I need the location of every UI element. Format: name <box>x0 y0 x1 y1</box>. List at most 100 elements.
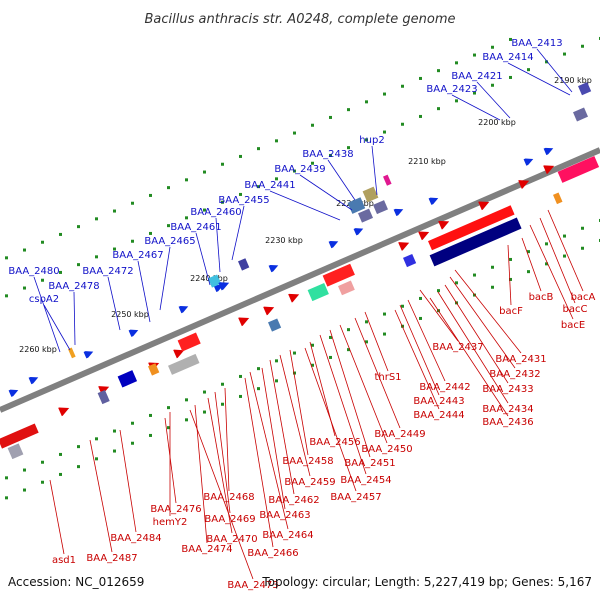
gene-label[interactable]: BAA_2451 <box>344 458 395 469</box>
scale-tick-mark <box>149 231 152 235</box>
gene-label[interactable]: BAA_2474 <box>181 544 232 555</box>
gene-label[interactable]: BAA_2480 <box>8 266 59 277</box>
gene-block <box>238 258 250 271</box>
gene-label[interactable]: BAA_2463 <box>259 510 310 521</box>
gene-label[interactable]: BAA_2457 <box>330 492 381 503</box>
scale-tick-mark <box>419 296 422 300</box>
gene-label[interactable]: BAA_2456 <box>309 437 360 448</box>
gene-label[interactable]: BAA_2464 <box>262 530 313 541</box>
scale-tick-mark <box>59 232 62 236</box>
gene-labels: BAA_2413 BAA_2414 BAA_2421 BAA_2423 hup2 BAA_… <box>8 38 595 591</box>
scale-tick-mark <box>41 460 44 464</box>
gene-label[interactable]: bacB <box>529 292 554 303</box>
scale-tick-mark <box>5 294 8 298</box>
scale-tick-mark <box>275 139 278 143</box>
gene-label[interactable]: BAA_2432 <box>489 369 540 380</box>
gene-label[interactable]: BAA_2470 <box>206 534 257 545</box>
gene-label[interactable]: BAA_2433 <box>482 384 533 395</box>
genome-backbone <box>0 147 600 413</box>
gene-label[interactable]: BAA_2431 <box>495 354 546 365</box>
gene-label[interactable]: BAA_2441 <box>244 180 295 191</box>
scale-tick-mark <box>203 410 206 414</box>
gene-block <box>268 318 282 332</box>
gene-label[interactable]: BAA_2484 <box>110 533 161 544</box>
scale-tick-mark <box>563 234 566 238</box>
scale-tick-mark <box>491 285 494 289</box>
gene-label[interactable]: BAA_2455 <box>218 195 269 206</box>
gene-label[interactable]: BAA_2462 <box>268 495 319 506</box>
leader-line <box>394 309 440 410</box>
gene-label[interactable]: BAA_2437 <box>432 342 483 353</box>
gene-label[interactable]: BAA_2413 <box>511 38 562 49</box>
scale-tick-mark <box>203 390 206 394</box>
gene-label[interactable]: BAA_2465 <box>144 236 195 247</box>
scale-tick-mark <box>131 239 134 243</box>
gene-label[interactable]: BAA_2449 <box>374 429 425 440</box>
gene-label[interactable]: BAA_2436 <box>482 417 533 428</box>
scale-tick-mark <box>401 122 404 126</box>
scale-tick-mark <box>581 44 584 48</box>
scale-tick-mark <box>527 68 530 72</box>
gene-label[interactable]: BAA_2450 <box>361 444 412 455</box>
gene-label[interactable]: BAA_2469 <box>204 514 255 525</box>
gene-label[interactable]: BAA_2454 <box>340 475 391 486</box>
gene-arrow <box>8 389 19 397</box>
scale-tick-mark <box>23 468 26 472</box>
scale-tick-mark <box>41 240 44 244</box>
gene-label[interactable]: cspA2 <box>29 294 59 305</box>
gene-label[interactable]: BAA_2423 <box>426 84 477 95</box>
gene-label[interactable]: BAA_2473 <box>227 580 278 591</box>
gene-label[interactable]: BAA_2461 <box>170 222 221 233</box>
scale-tick-mark <box>383 312 386 316</box>
gene-label[interactable]: bacF <box>499 306 523 317</box>
scale-tick-label: 2200 kbp <box>478 118 516 127</box>
scale-tick-mark <box>59 452 62 456</box>
gene-block <box>362 186 379 203</box>
gene-label[interactable]: BAA_2460 <box>190 207 241 218</box>
scale-tick-mark <box>311 363 314 367</box>
gene-label[interactable]: BAA_2458 <box>282 456 333 467</box>
gene-label[interactable]: BAA_2467 <box>112 250 163 261</box>
gene-label[interactable]: BAA_2459 <box>284 477 335 488</box>
gene-label[interactable]: BAA_2468 <box>203 492 254 503</box>
gene-label[interactable]: bacC <box>563 304 588 315</box>
scale-tick-mark <box>149 433 152 437</box>
gene-label[interactable]: BAA_2434 <box>482 404 533 415</box>
leader-line <box>451 94 501 121</box>
gene-label[interactable]: BAA_2466 <box>247 548 298 559</box>
label-leader-lines <box>33 48 584 580</box>
gene-label[interactable]: BAA_2487 <box>86 553 137 564</box>
leader-line <box>364 311 389 372</box>
scale-tick-mark <box>77 263 80 267</box>
gene-label[interactable]: BAA_2444 <box>413 410 464 421</box>
gene-label[interactable]: BAA_2478 <box>48 281 99 292</box>
gene-label[interactable]: bacA <box>571 292 596 303</box>
scale-tick-mark <box>167 406 170 410</box>
gene-label[interactable]: hup2 <box>359 135 384 146</box>
scale-tick-mark <box>77 225 80 229</box>
leader-line <box>299 174 353 211</box>
leader-line <box>249 371 289 530</box>
gene-label[interactable]: asd1 <box>52 555 76 566</box>
scale-tick-mark <box>509 75 512 79</box>
scale-tick-mark <box>455 99 458 103</box>
gene-label[interactable]: BAA_2421 <box>451 71 502 82</box>
gene-label[interactable]: BAA_2438 <box>302 149 353 160</box>
leader-line <box>437 291 509 404</box>
gene-label[interactable]: BAA_2472 <box>82 266 133 277</box>
gene-label[interactable]: thrS1 <box>374 372 401 383</box>
gene-label[interactable]: BAA_2442 <box>419 382 470 393</box>
gene-label[interactable]: BAA_2443 <box>413 396 464 407</box>
scale-tick-mark <box>491 265 494 269</box>
gene-label[interactable]: BAA_2414 <box>482 52 533 63</box>
gene-block <box>403 253 417 268</box>
gene-label[interactable]: BAA_2476 <box>150 504 201 515</box>
leader-line <box>279 354 311 477</box>
gene-label[interactable]: BAA_2439 <box>274 164 325 175</box>
gene-label[interactable]: hemY2 <box>153 517 188 528</box>
scale-tick-mark <box>365 320 368 324</box>
gene-block <box>553 192 563 205</box>
scale-tick-mark <box>383 130 386 134</box>
scale-tick-mark <box>95 457 98 461</box>
gene-label[interactable]: bacE <box>561 320 585 331</box>
